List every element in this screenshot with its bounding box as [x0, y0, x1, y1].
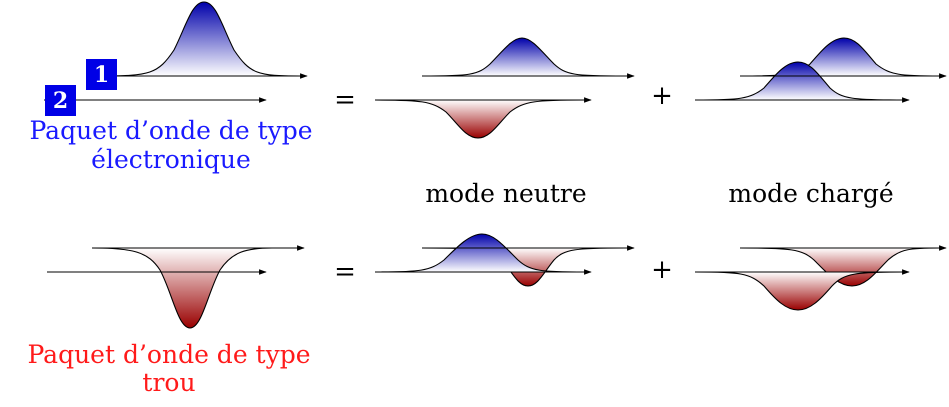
neutral-mode-electron — [374, 37, 635, 139]
plus-sign-bottom: + — [651, 255, 673, 285]
charged-hole-dip-ch1 — [739, 247, 941, 287]
electron-packet-group: 1 2 Paquet d’onde de type électronique — [29, 1, 313, 174]
hole-packet-title-line1: Paquet d’onde de type — [27, 340, 310, 369]
plus-sign-top: + — [651, 81, 673, 111]
hole-packet-group: Paquet d’onde de type trou — [27, 245, 311, 397]
equals-sign-bottom: = — [334, 257, 356, 287]
equals-sign-top: = — [334, 85, 356, 115]
neutral-mode-label: mode neutre — [425, 179, 586, 208]
charged-mode-label: mode chargé — [728, 179, 893, 208]
charged-mode-electron — [694, 37, 947, 103]
charged-mode-hole — [694, 245, 947, 311]
neutral-mode-hole — [374, 233, 635, 287]
neutral-hole-dip — [374, 99, 586, 139]
hole-packet-title-line2: trou — [142, 368, 195, 397]
channel-2-badge — [45, 85, 76, 116]
charged-electron-peak-ch2 — [694, 61, 906, 101]
channel-2-label: 2 — [53, 88, 68, 114]
charged-electron-peak-ch1 — [739, 37, 941, 77]
electron-packet-title-line2: électronique — [91, 145, 251, 174]
hole-packet-dip — [91, 247, 273, 329]
neutral-electron-peak-ch2 — [374, 233, 586, 273]
channel-1-badge — [86, 59, 117, 90]
electron-packet-title-line1: Paquet d’onde de type — [29, 116, 312, 145]
neutral-electron-peak — [421, 37, 626, 77]
channel-1-label: 1 — [94, 62, 109, 88]
charged-hole-dip-ch2 — [694, 271, 906, 311]
electron-packet-peak — [99, 1, 301, 77]
